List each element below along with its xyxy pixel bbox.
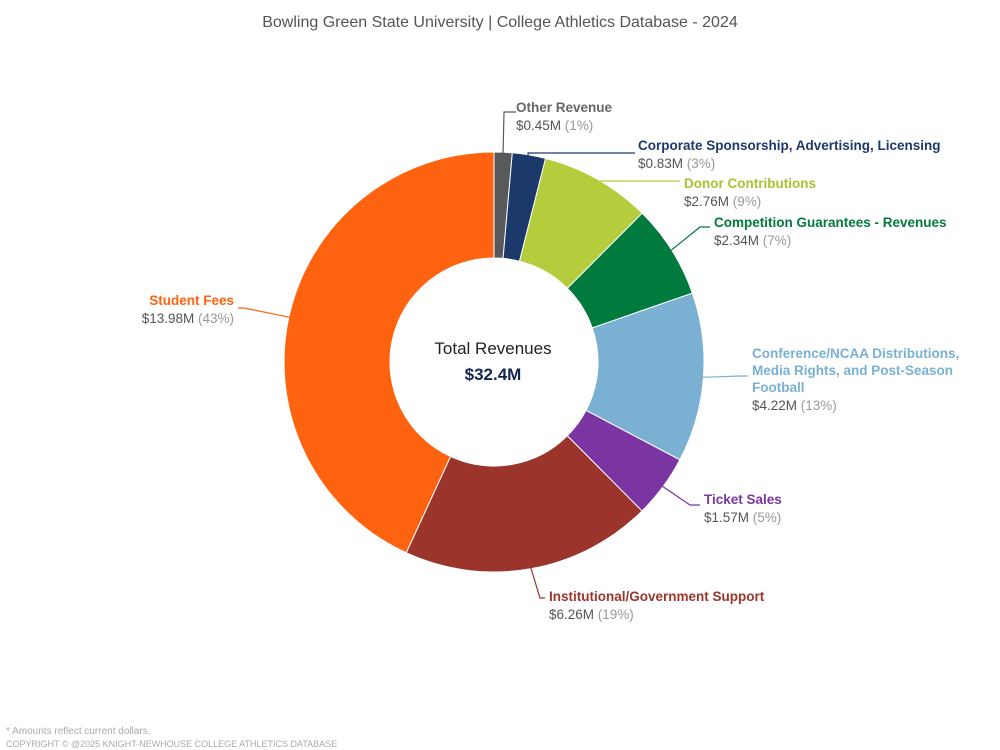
slice-label-name: Corporate Sponsorship, Advertising, Lice…	[638, 138, 941, 153]
donut-slices	[283, 151, 705, 573]
leader-line	[502, 111, 516, 157]
center-value: $32.4M	[465, 365, 522, 384]
slice-label-value: $6.26M (19%)	[549, 607, 634, 622]
slice-label-value: $4.22M (13%)	[752, 398, 837, 413]
slice-label-name: Conference/NCAA Distributions,	[752, 346, 959, 361]
slice-label-value: $0.83M (3%)	[638, 156, 715, 171]
slice-label-value: $2.34M (7%)	[714, 233, 791, 248]
leader-line	[238, 307, 293, 319]
slice-labels: Other Revenue $0.45M (1%) Corporate Sponso…	[142, 100, 960, 622]
leader-lines	[238, 111, 748, 599]
slice-institutional-government-support	[405, 435, 643, 573]
slice-label-name: Institutional/Government Support	[549, 589, 765, 604]
slice-label-value: $1.57M (5%)	[704, 510, 781, 525]
footnote: * Amounts reflect current dollars.	[6, 726, 151, 737]
leader-line	[668, 226, 710, 253]
leader-line	[527, 152, 635, 159]
slice-label-value: $0.45M (1%)	[516, 118, 593, 133]
slice-label-name: Other Revenue	[516, 100, 613, 115]
chart-title: Bowling Green State University | College…	[262, 14, 738, 31]
slice-label-value: $13.98M (43%)	[142, 311, 234, 326]
center-label: Total Revenues	[434, 339, 551, 358]
slice-label-name: Student Fees	[149, 293, 234, 308]
leader-line	[659, 483, 700, 506]
copyright: COPYRIGHT © @2025 KNIGHT-NEWHOUSE COLLEG…	[6, 739, 338, 749]
slice-label-name: Donor Contributions	[684, 176, 816, 191]
slice-label-name: Competition Guarantees - Revenues	[714, 215, 947, 230]
slice-label-name: Ticket Sales	[704, 492, 782, 507]
leader-line	[699, 375, 748, 379]
slice-label-value: $2.76M (9%)	[684, 194, 761, 209]
slice-label-name: Media Rights, and Post-Season	[752, 363, 953, 378]
slice-student-fees	[283, 151, 495, 554]
slice-label-name: Football	[752, 380, 805, 395]
leader-line	[595, 180, 680, 184]
leader-line	[529, 564, 545, 599]
